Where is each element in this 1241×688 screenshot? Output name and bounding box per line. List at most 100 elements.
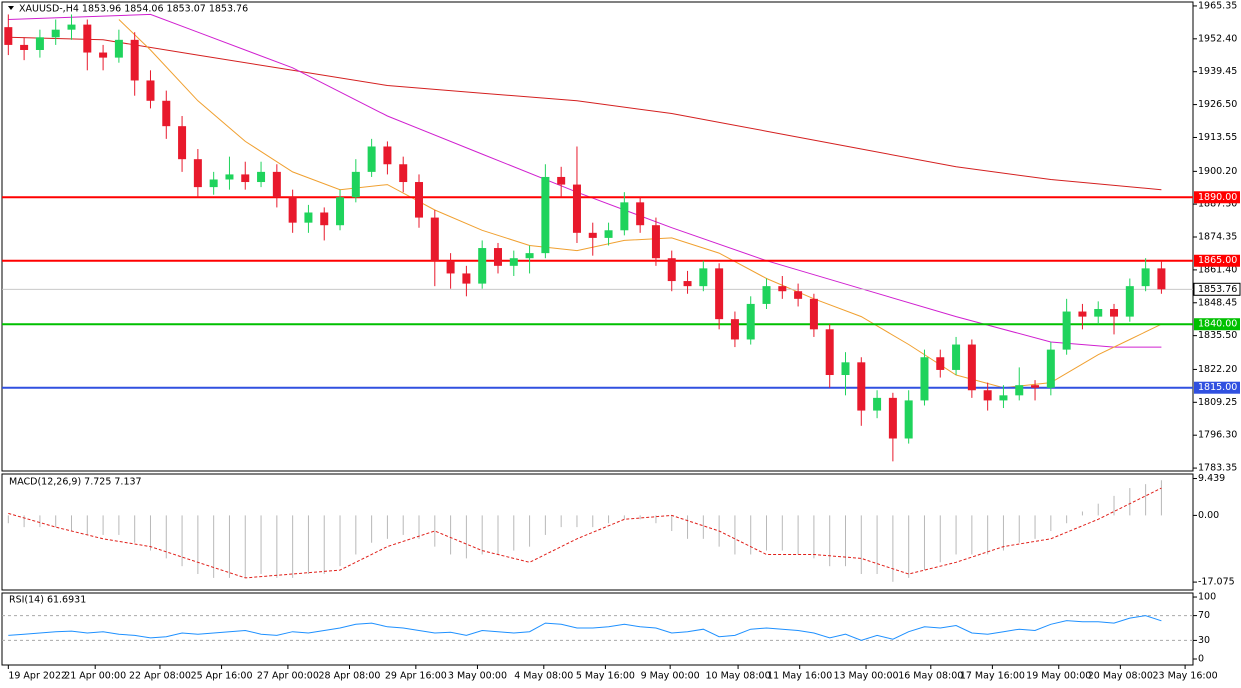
- candle-body: [620, 202, 629, 231]
- candle-body: [904, 400, 913, 439]
- candle-body: [193, 159, 202, 188]
- candle-body: [572, 184, 581, 233]
- x-tick-label: 4 May 08:00: [514, 671, 573, 682]
- candle-body: [209, 179, 218, 188]
- y-tick-label: 100: [1198, 592, 1216, 603]
- y-tick-label: 1939.45: [1198, 66, 1237, 77]
- candle-body: [1062, 311, 1071, 350]
- candle-body: [67, 24, 76, 30]
- candle-body: [272, 171, 281, 198]
- candle-body: [304, 212, 313, 223]
- current-price-box: [1193, 282, 1241, 296]
- level-label: 1865.00: [1198, 255, 1237, 266]
- y-tick-label: 1809.25: [1198, 397, 1237, 408]
- candle-body: [920, 357, 929, 401]
- candle-body: [399, 164, 408, 183]
- candle-body: [825, 329, 834, 376]
- x-tick-label: 20 May 08:00: [1088, 671, 1153, 682]
- x-tick-label: 25 Apr 16:00: [191, 671, 253, 682]
- y-tick-label: 1913.55: [1198, 132, 1237, 143]
- level-label-box: [1194, 191, 1240, 204]
- candle-body: [999, 395, 1008, 401]
- candle-body: [936, 357, 945, 370]
- candle-body: [588, 232, 597, 238]
- x-tick-label: 29 Apr 16:00: [385, 671, 447, 682]
- candle-body: [841, 362, 850, 376]
- candle-body: [1078, 311, 1087, 317]
- candle-body: [146, 80, 155, 101]
- candle-body: [699, 268, 708, 287]
- y-tick-label: 1835.50: [1198, 330, 1237, 341]
- x-tick-label: 10 May 08:00: [706, 671, 771, 682]
- y-tick-label: 30: [1198, 635, 1210, 646]
- candle-body: [888, 397, 897, 439]
- x-tick-label: 5 May 16:00: [576, 671, 635, 682]
- candle-body: [809, 298, 818, 330]
- x-tick-label: 28 Apr 08:00: [319, 671, 381, 682]
- candle-body: [336, 197, 345, 226]
- x-tick-label: 3 May 00:00: [448, 671, 507, 682]
- candle-body: [730, 319, 739, 340]
- candle-body: [130, 39, 139, 81]
- candle-body: [952, 344, 961, 370]
- candle-body: [525, 253, 534, 259]
- macd-panel: [1, 473, 1194, 591]
- candle-body: [351, 171, 360, 198]
- candle-body: [1157, 268, 1166, 290]
- candle-body: [288, 197, 297, 223]
- x-tick-label: 9 May 00:00: [641, 671, 700, 682]
- chart-title: XAUUSD-,H4 1853.96 1854.06 1853.07 1853.…: [19, 4, 248, 15]
- candle-body: [114, 39, 123, 58]
- candle-body: [493, 248, 502, 266]
- candle-body: [20, 44, 29, 50]
- x-tick-label: 17 May 16:00: [960, 671, 1025, 682]
- y-tick-label: 1822.20: [1198, 364, 1237, 375]
- x-tick-label: 21 Apr 00:00: [64, 671, 126, 682]
- candle-body: [4, 27, 13, 45]
- candle-body: [99, 52, 108, 58]
- candle-body: [794, 291, 803, 299]
- candle-body: [873, 397, 882, 411]
- x-tick-label: 19 May 00:00: [1026, 671, 1091, 682]
- candle-body: [1110, 308, 1119, 317]
- rsi-panel: [1, 592, 1194, 666]
- y-tick-label: -17.075: [1198, 577, 1235, 588]
- level-label: 1890.00: [1198, 192, 1237, 203]
- candle-body: [225, 174, 234, 180]
- candle-body: [746, 303, 755, 340]
- candle-body: [1046, 349, 1055, 388]
- x-tick-label: 22 Apr 08:00: [129, 671, 191, 682]
- level-label: 1815.00: [1198, 382, 1237, 393]
- candle-body: [715, 268, 724, 320]
- candle-body: [430, 217, 439, 261]
- rsi-line: [8, 615, 1162, 641]
- candle-body: [446, 260, 455, 274]
- candle-body: [1125, 286, 1134, 317]
- y-tick-label: 0: [1198, 653, 1204, 664]
- y-tick-label: 0.00: [1198, 510, 1219, 521]
- macd-signal: [8, 487, 1162, 579]
- x-tick-label: 16 May 08:00: [898, 671, 963, 682]
- y-tick-label: 1848.45: [1198, 297, 1237, 308]
- candle-body: [778, 286, 787, 292]
- candle-body: [762, 286, 771, 304]
- candle-body: [35, 37, 44, 50]
- y-tick-label: 1783.35: [1198, 463, 1237, 474]
- macd-title: MACD(12,26,9) 7.725 7.137: [9, 477, 142, 488]
- candle-body: [1141, 268, 1150, 287]
- level-label-box: [1194, 318, 1240, 331]
- candle-body: [367, 146, 376, 172]
- candle-body: [667, 258, 676, 282]
- candle-body: [857, 362, 866, 411]
- candle-body: [683, 281, 692, 287]
- x-tick-label: 19 Apr 2022: [8, 671, 67, 682]
- y-tick-label: 1861.40: [1198, 264, 1237, 275]
- x-tick-label: 23 May 16:00: [1153, 671, 1218, 682]
- candle-body: [967, 344, 976, 391]
- candle-body: [1094, 308, 1103, 317]
- candle-body: [651, 225, 660, 259]
- candle-body: [462, 273, 471, 284]
- x-tick-label: 13 May 00:00: [833, 671, 898, 682]
- level-label: 1840.00: [1198, 319, 1237, 330]
